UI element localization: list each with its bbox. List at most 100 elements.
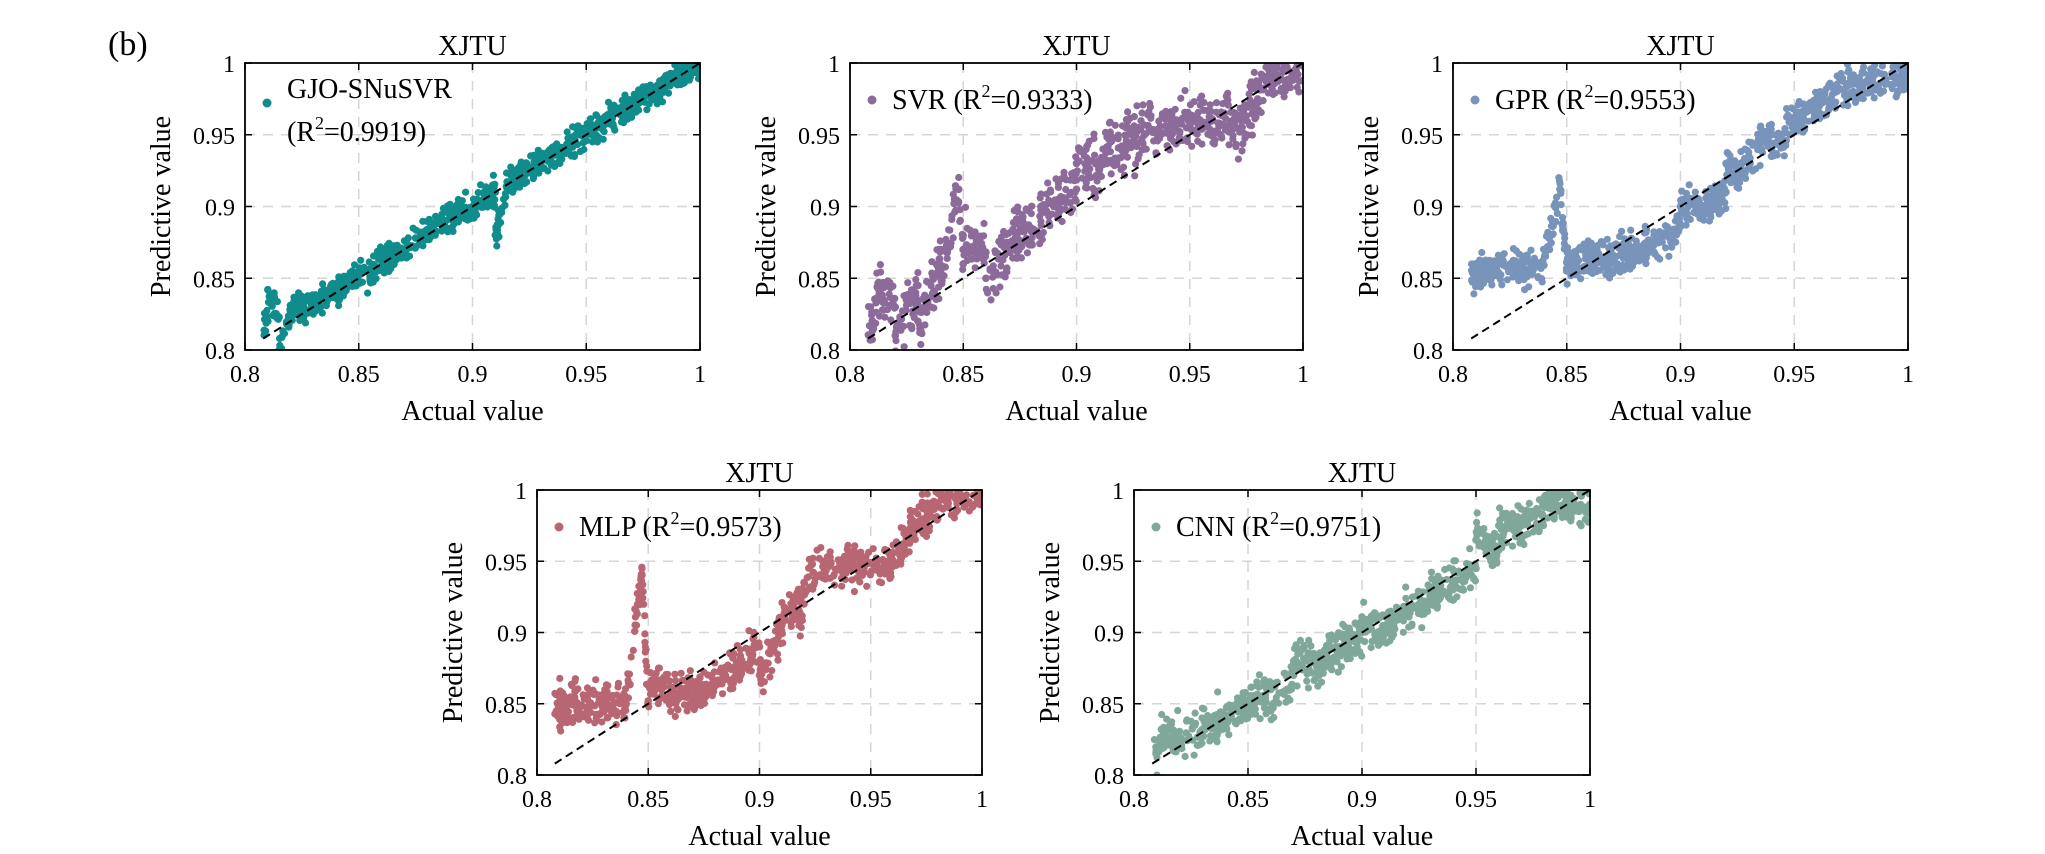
scatter-point — [1708, 205, 1716, 213]
scatter-point — [1315, 670, 1324, 679]
scatter-point — [1547, 497, 1555, 505]
scatter-point — [800, 578, 808, 587]
scatter-point — [1241, 130, 1249, 138]
scatter-point — [1594, 241, 1602, 250]
scatter-point — [1402, 583, 1410, 591]
scatter-point — [1190, 751, 1198, 759]
scatter-point — [1858, 79, 1867, 87]
scatter-point — [389, 251, 397, 260]
scatter-series — [551, 480, 982, 735]
scatter-point — [930, 304, 938, 312]
scatter-point — [1219, 100, 1227, 108]
scatter-point — [1333, 658, 1341, 666]
scatter-point — [1023, 249, 1031, 257]
scatter-point — [1186, 101, 1195, 109]
scatter-point — [1175, 735, 1184, 744]
scatter-point — [1281, 87, 1289, 95]
scatter-point — [1844, 102, 1852, 110]
scatter-point — [1695, 198, 1703, 206]
scatter-point — [1122, 116, 1130, 124]
y-axis-label: Predictive value — [146, 116, 177, 297]
scatter-point — [862, 554, 870, 562]
scatter-point — [1433, 604, 1441, 612]
scatter-point — [1282, 698, 1290, 706]
scatter-point — [1888, 53, 1895, 60]
scatter-point — [904, 279, 912, 287]
scatter-point — [960, 503, 968, 511]
scatter-point — [927, 282, 935, 290]
scatter-point — [610, 123, 618, 131]
scatter-point — [1678, 187, 1686, 195]
scatter-point — [914, 281, 922, 290]
scatter-point — [1826, 79, 1834, 87]
scatter-point — [1408, 622, 1416, 630]
scatter-point — [1343, 650, 1351, 658]
scatter-point — [276, 334, 284, 342]
scatter-series — [260, 63, 700, 350]
scatter-point — [1682, 221, 1690, 229]
scatter-point — [1654, 237, 1662, 245]
scatter-point — [626, 680, 634, 689]
y-tick-label: 0.8 — [810, 339, 840, 365]
reference-line-y-equals-x — [554, 490, 982, 765]
scatter-point — [665, 701, 674, 709]
x-tick-label: 1 — [976, 787, 988, 813]
scatter-point — [1275, 689, 1283, 697]
scatter-point — [404, 234, 412, 242]
scatter-point — [1476, 256, 1484, 264]
scatter-point — [956, 490, 964, 497]
scatter-point — [335, 302, 343, 310]
scatter-point — [959, 481, 966, 488]
scatter-point — [1431, 577, 1439, 585]
x-axis-label: Actual value — [688, 821, 830, 852]
scatter-point — [1137, 117, 1145, 125]
scatter-point — [889, 557, 897, 566]
x-tick-label: 0.85 — [338, 362, 380, 388]
scatter-point — [931, 273, 939, 282]
scatter-point — [729, 684, 737, 693]
scatter-point — [1408, 593, 1416, 601]
scatter-point — [600, 708, 608, 716]
scatter-point — [1267, 716, 1275, 724]
scatter-point — [1581, 515, 1589, 523]
scatter-point — [939, 480, 946, 487]
scatter-point — [419, 242, 427, 250]
scatter-point — [914, 297, 922, 305]
scatter-point — [711, 677, 719, 685]
scatter-point — [1467, 260, 1476, 268]
scatter-point — [1901, 83, 1908, 91]
scatter-point — [665, 677, 674, 685]
scatter-point — [439, 204, 447, 212]
scatter-point — [552, 691, 560, 699]
scatter-point — [1253, 682, 1261, 690]
scatter-point — [1523, 251, 1531, 259]
scatter-point — [557, 155, 565, 163]
scatter-point — [1011, 233, 1020, 241]
scatter-point — [1608, 254, 1617, 262]
scatter-point — [943, 241, 951, 249]
scatter-point — [1528, 270, 1536, 278]
scatter-point — [1556, 185, 1564, 194]
scatter-point — [959, 482, 966, 489]
scatter-point — [821, 575, 830, 583]
scatter-point — [1400, 613, 1408, 621]
scatter-point — [569, 718, 577, 727]
scatter-point — [742, 663, 750, 671]
scatter-point — [823, 553, 832, 561]
scatter-point — [1522, 511, 1530, 519]
scatter-point — [1595, 258, 1603, 267]
scatter-point — [318, 309, 326, 317]
scatter-point — [948, 481, 955, 488]
scatter-point — [996, 283, 1004, 291]
scatter-point — [959, 231, 967, 239]
scatter-point — [980, 219, 988, 228]
scatter-point — [1788, 123, 1796, 131]
scatter-point — [1464, 560, 1472, 568]
scatter-point — [1571, 248, 1579, 256]
scatter-point — [1733, 174, 1742, 182]
scatter-point — [1881, 75, 1890, 83]
scatter-point — [1182, 729, 1190, 737]
scatter-point — [357, 256, 365, 264]
scatter-point — [1665, 252, 1673, 260]
scatter-point — [523, 178, 531, 186]
